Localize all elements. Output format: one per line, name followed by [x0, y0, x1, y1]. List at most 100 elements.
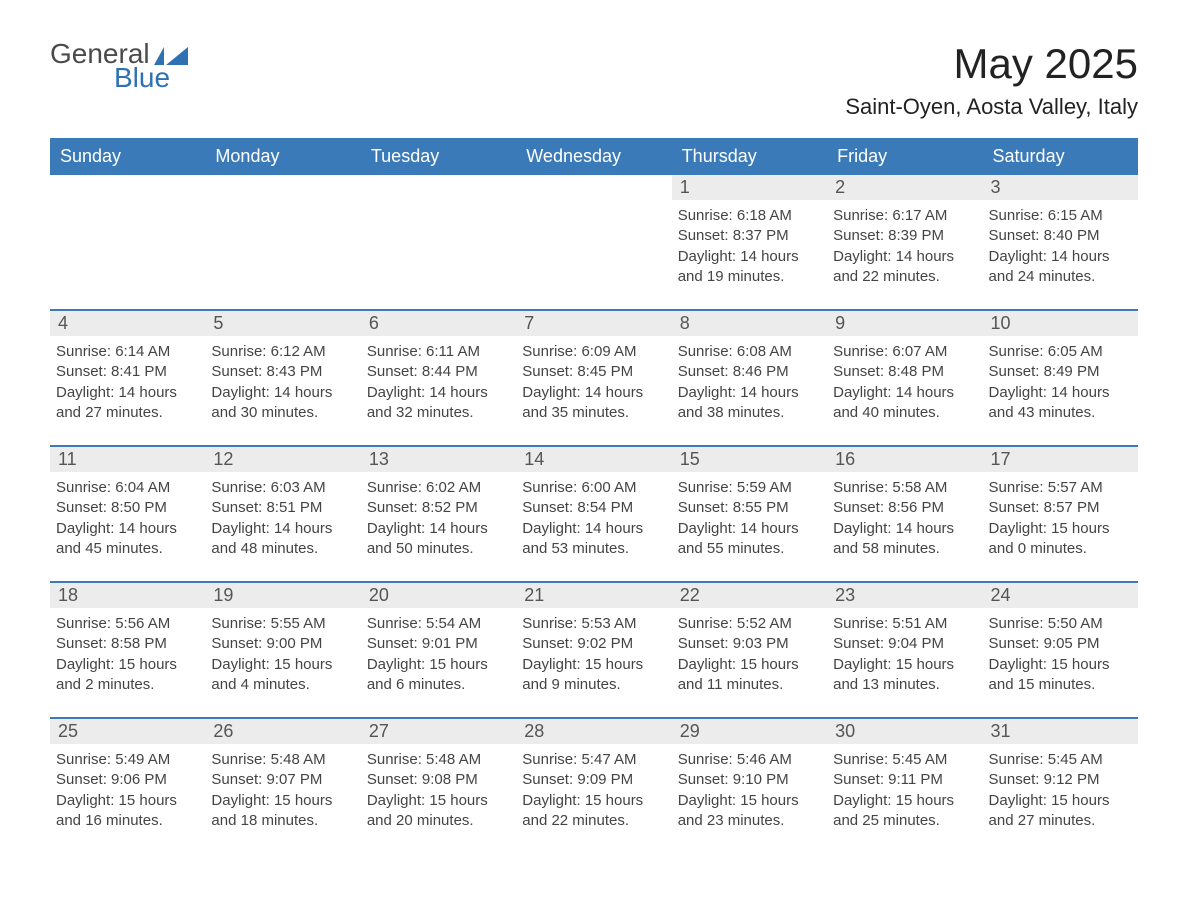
calendar-cell: 21 Sunrise: 5:53 AMSunset: 9:02 PMDayligh… — [516, 582, 671, 718]
day-details: Sunrise: 5:47 AMSunset: 9:09 PMDaylight:… — [522, 750, 665, 831]
calendar-cell: 26Sunrise: 5:48 AMSunset: 9:07 PMDayligh… — [205, 718, 360, 853]
day-number: 11 — [50, 447, 205, 472]
day-number: 15 — [672, 447, 827, 472]
sunrise-line: Sunrise: 5:57 AM — [989, 478, 1132, 498]
day-details: Sunrise: 5:48 AMSunset: 9:07 PMDaylight:… — [211, 750, 354, 831]
day-details: Sunrise: 5:56 AMSunset: 8:58 PMDaylight:… — [56, 614, 199, 695]
daylight-line: Daylight: 15 hours and 0 minutes. — [989, 519, 1132, 560]
sunrise-line: Sunrise: 5:56 AM — [56, 614, 199, 634]
sunset-line: Sunset: 8:52 PM — [367, 498, 510, 518]
title-block: May 2025 Saint-Oyen, Aosta Valley, Italy — [845, 40, 1138, 120]
daylight-line: Daylight: 15 hours and 15 minutes. — [989, 655, 1132, 696]
sunset-line: Sunset: 8:40 PM — [989, 226, 1132, 246]
sunset-line: Sunset: 8:54 PM — [522, 498, 665, 518]
day-number: 5 — [205, 311, 360, 336]
sunrise-line: Sunrise: 5:51 AM — [833, 614, 976, 634]
sunset-line: Sunset: 9:04 PM — [833, 634, 976, 654]
daylight-line: Daylight: 15 hours and 25 minutes. — [833, 791, 976, 832]
day-details: Sunrise: 6:15 AMSunset: 8:40 PMDaylight:… — [989, 206, 1132, 287]
calendar-cell: 25Sunrise: 5:49 AMSunset: 9:06 PMDayligh… — [50, 718, 205, 853]
day-number: 9 — [827, 311, 982, 336]
day-details: Sunrise: 6:02 AMSunset: 8:52 PMDaylight:… — [367, 478, 510, 559]
daylight-line: Daylight: 15 hours and 2 minutes. — [56, 655, 199, 696]
sunrise-line: Sunrise: 5:52 AM — [678, 614, 821, 634]
weekday-friday: Friday — [827, 138, 982, 175]
calendar-cell: 9 Sunrise: 6:07 AMSunset: 8:48 PMDaylight… — [827, 310, 982, 446]
day-details: Sunrise: 6:07 AMSunset: 8:48 PMDaylight:… — [833, 342, 976, 423]
daylight-line: Daylight: 14 hours and 19 minutes. — [678, 247, 821, 288]
daylight-line: Daylight: 15 hours and 4 minutes. — [211, 655, 354, 696]
calendar-row: 1Sunrise: 6:18 AMSunset: 8:37 PMDaylight… — [50, 175, 1138, 310]
calendar-cell: 10Sunrise: 6:05 AMSunset: 8:49 PMDayligh… — [983, 310, 1138, 446]
sunrise-line: Sunrise: 6:12 AM — [211, 342, 354, 362]
day-number: 29 — [672, 719, 827, 744]
day-details: Sunrise: 6:18 AMSunset: 8:37 PMDaylight:… — [678, 206, 821, 287]
daylight-line: Daylight: 14 hours and 40 minutes. — [833, 383, 976, 424]
calendar-cell: 28Sunrise: 5:47 AMSunset: 9:09 PMDayligh… — [516, 718, 671, 853]
daylight-line: Daylight: 15 hours and 20 minutes. — [367, 791, 510, 832]
day-number: 17 — [983, 447, 1138, 472]
day-details: Sunrise: 5:48 AMSunset: 9:08 PMDaylight:… — [367, 750, 510, 831]
calendar-cell: 19Sunrise: 5:55 AMSunset: 9:00 PMDayligh… — [205, 582, 360, 718]
calendar-cell: 16Sunrise: 5:58 AMSunset: 8:56 PMDayligh… — [827, 446, 982, 582]
calendar-cell: 29 Sunrise: 5:46 AMSunset: 9:10 PMDayligh… — [672, 718, 827, 853]
logo-word-blue: Blue — [50, 64, 188, 92]
sunset-line: Sunset: 8:45 PM — [522, 362, 665, 382]
sunset-line: Sunset: 9:07 PM — [211, 770, 354, 790]
day-details: Sunrise: 6:11 AMSunset: 8:44 PMDaylight:… — [367, 342, 510, 423]
day-number: 16 — [827, 447, 982, 472]
calendar-cell — [205, 175, 360, 310]
weekday-header-row: Sunday Monday Tuesday Wednesday Thursday… — [50, 138, 1138, 175]
sunset-line: Sunset: 8:41 PM — [56, 362, 199, 382]
sunrise-line: Sunrise: 5:45 AM — [989, 750, 1132, 770]
sunrise-line: Sunrise: 6:03 AM — [211, 478, 354, 498]
sunset-line: Sunset: 9:03 PM — [678, 634, 821, 654]
daylight-line: Daylight: 14 hours and 53 minutes. — [522, 519, 665, 560]
weekday-tuesday: Tuesday — [361, 138, 516, 175]
sunrise-line: Sunrise: 6:18 AM — [678, 206, 821, 226]
sunrise-line: Sunrise: 6:08 AM — [678, 342, 821, 362]
weekday-sunday: Sunday — [50, 138, 205, 175]
sunset-line: Sunset: 9:06 PM — [56, 770, 199, 790]
sunrise-line: Sunrise: 5:48 AM — [211, 750, 354, 770]
sunrise-line: Sunrise: 5:58 AM — [833, 478, 976, 498]
sunset-line: Sunset: 9:12 PM — [989, 770, 1132, 790]
day-details: Sunrise: 5:53 AMSunset: 9:02 PMDaylight:… — [522, 614, 665, 695]
day-details: Sunrise: 6:17 AMSunset: 8:39 PMDaylight:… — [833, 206, 976, 287]
calendar-cell: 18Sunrise: 5:56 AMSunset: 8:58 PMDayligh… — [50, 582, 205, 718]
day-number: 12 — [205, 447, 360, 472]
daylight-line: Daylight: 14 hours and 24 minutes. — [989, 247, 1132, 288]
day-number: 21 — [516, 583, 671, 608]
day-number: 7 — [516, 311, 671, 336]
sunrise-line: Sunrise: 5:53 AM — [522, 614, 665, 634]
sunset-line: Sunset: 9:08 PM — [367, 770, 510, 790]
sunrise-line: Sunrise: 5:45 AM — [833, 750, 976, 770]
sunrise-line: Sunrise: 5:50 AM — [989, 614, 1132, 634]
daylight-line: Daylight: 15 hours and 27 minutes. — [989, 791, 1132, 832]
daylight-line: Daylight: 15 hours and 6 minutes. — [367, 655, 510, 696]
sunrise-line: Sunrise: 6:07 AM — [833, 342, 976, 362]
weekday-thursday: Thursday — [672, 138, 827, 175]
sunrise-line: Sunrise: 5:49 AM — [56, 750, 199, 770]
sunrise-line: Sunrise: 5:55 AM — [211, 614, 354, 634]
daylight-line: Daylight: 14 hours and 22 minutes. — [833, 247, 976, 288]
day-details: Sunrise: 5:46 AMSunset: 9:10 PMDaylight:… — [678, 750, 821, 831]
day-details: Sunrise: 6:09 AMSunset: 8:45 PMDaylight:… — [522, 342, 665, 423]
calendar-cell: 31Sunrise: 5:45 AMSunset: 9:12 PMDayligh… — [983, 718, 1138, 853]
day-number: 19 — [205, 583, 360, 608]
sunset-line: Sunset: 8:58 PM — [56, 634, 199, 654]
sunset-line: Sunset: 8:43 PM — [211, 362, 354, 382]
calendar-cell: 4Sunrise: 6:14 AMSunset: 8:41 PMDaylight… — [50, 310, 205, 446]
day-details: Sunrise: 5:49 AMSunset: 9:06 PMDaylight:… — [56, 750, 199, 831]
calendar-cell — [516, 175, 671, 310]
day-details: Sunrise: 6:12 AMSunset: 8:43 PMDaylight:… — [211, 342, 354, 423]
daylight-line: Daylight: 15 hours and 22 minutes. — [522, 791, 665, 832]
calendar-cell: 2 Sunrise: 6:17 AMSunset: 8:39 PMDaylight… — [827, 175, 982, 310]
sunset-line: Sunset: 9:05 PM — [989, 634, 1132, 654]
day-number: 23 — [827, 583, 982, 608]
day-number: 10 — [983, 311, 1138, 336]
calendar-table: Sunday Monday Tuesday Wednesday Thursday… — [50, 138, 1138, 853]
day-number: 2 — [827, 175, 982, 200]
day-details: Sunrise: 5:45 AMSunset: 9:11 PMDaylight:… — [833, 750, 976, 831]
logo: General Blue — [50, 40, 188, 92]
